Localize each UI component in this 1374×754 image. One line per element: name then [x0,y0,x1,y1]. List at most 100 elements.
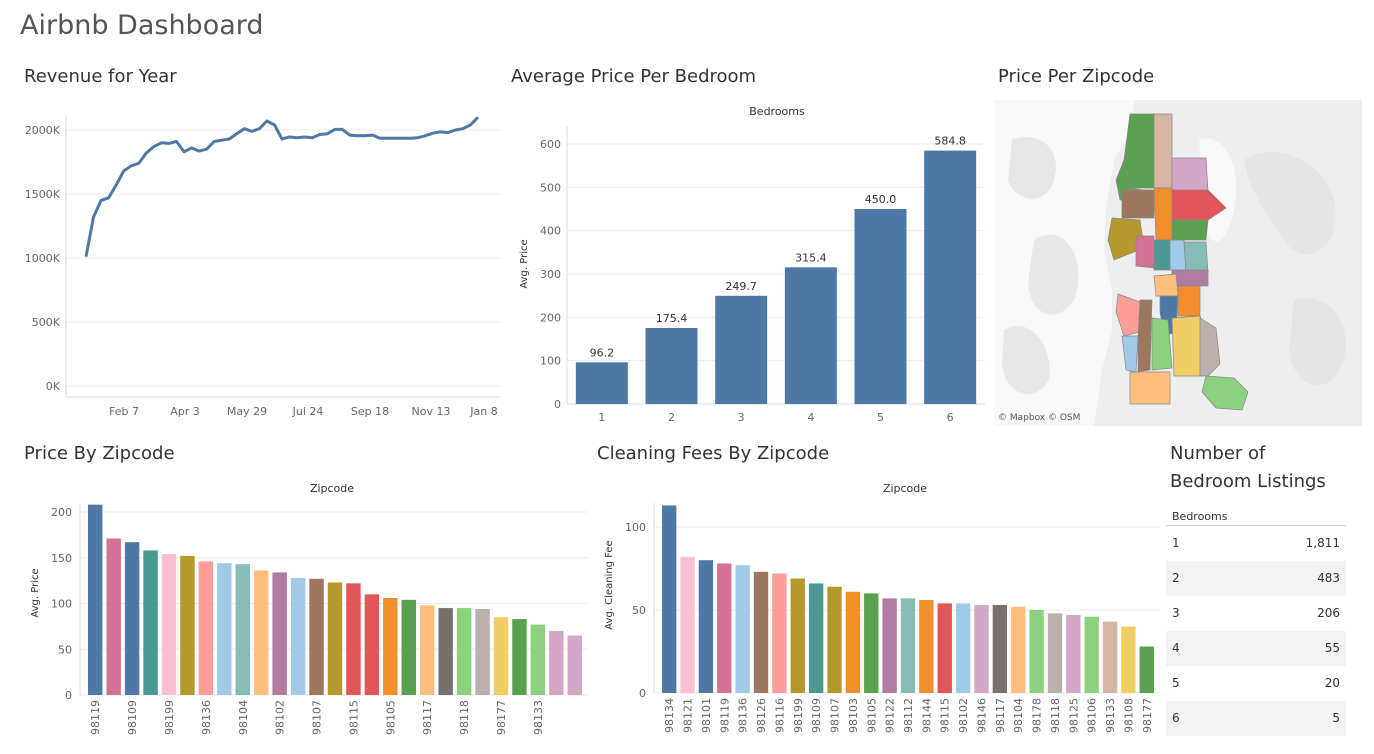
zipcode-bar [1139,646,1154,693]
y-tick-label: 200 [51,506,72,519]
zip-region-24 [1129,371,1171,405]
x-tick-label: 98126 [755,698,768,733]
x-tick-label: 98105 [384,700,397,735]
zipcode-bar [717,563,732,693]
row-value: 1,811 [1305,536,1340,550]
bar-bedroom-1 [575,362,628,404]
bar-data-label: 315.4 [795,251,827,264]
zipcode-bar [290,577,306,695]
x-tick-label: 98146 [975,698,988,733]
x-tick-label: 1 [598,411,605,424]
zipcode-bar [827,586,842,693]
row-key: 1 [1172,536,1180,550]
x-tick-label: 98102 [957,698,970,733]
row-key: 6 [1172,711,1180,725]
zipcode-bar [845,591,861,693]
zipcode-bar [1047,613,1063,693]
x-tick-label: 4 [807,411,814,424]
y-tick-label: 100 [51,598,72,611]
y-tick-label: 100 [625,521,646,534]
bar-data-label: 249.7 [725,280,757,293]
avg-price-bedroom-chart[interactable]: Bedrooms Avg. Price 0 100 200 300 400 500 600 96.… [505,96,990,431]
zipcode-bar [512,619,527,695]
zip-region-12 [1169,239,1187,271]
revenue-line-chart[interactable]: 0K 500K 1000K 1500K 2000K Feb 7 Apr 3 May 29 Jul… [0,100,505,430]
zipcode-bar [235,564,250,695]
zipcode-bar [1029,610,1044,693]
zipcode-bar [900,598,916,693]
zip-region-4 [1171,157,1209,191]
bar-bedroom-5 [854,209,907,404]
zip-region-14 [1171,269,1209,287]
price-by-zipcode-chart[interactable]: Zipcode Avg. Price 0 50 100 150 200 98119 98109 9… [0,475,590,754]
zipcode-bar [808,583,824,693]
zip-region-19 [1137,299,1153,373]
x-tick-label: 98136 [737,698,750,733]
y-tick-label: 0 [554,398,561,411]
y-tick-label: 500K [32,316,61,329]
zip-region-25 [1201,375,1249,411]
x-tick-label: 98133 [532,700,545,735]
y-tick-label: 300 [540,268,561,281]
cleaning-fees-title: Cleaning Fees By Zipcode [597,443,830,464]
zipcode-bar [864,593,879,693]
x-tick-label: 98118 [458,700,471,735]
price-per-zipcode-map[interactable]: © Mapbox © OSM [994,100,1362,426]
y-tick-label: 600 [540,138,561,151]
y-axis-title: Avg. Cleaning Fee [604,540,615,629]
bar-data-label: 96.2 [590,346,615,359]
table-row: 1 1,811 [1166,526,1346,561]
zipcode-bar [974,605,989,693]
dashboard-title: Airbnb Dashboard [20,10,264,41]
zipcode-bar [346,583,361,695]
row-key: 2 [1172,571,1180,585]
x-tick-label: 98199 [792,698,805,733]
x-tick-label: 98106 [1086,698,1099,733]
row-value: 483 [1317,571,1340,585]
row-value: 20 [1324,676,1340,690]
x-axis-header: Zipcode [310,482,354,495]
x-tick-label: 98102 [274,700,287,735]
y-tick-label: 0 [65,689,72,702]
zip-region-21 [1151,317,1173,371]
x-tick-label: 6 [947,411,954,424]
row-key: 4 [1172,641,1180,655]
price-by-zipcode-title: Price By Zipcode [24,443,175,464]
cleaning-fees-chart[interactable]: Zipcode Avg. Cleaning Fee 0 50 100 98134 98121… [598,475,1163,754]
row-key: 5 [1172,676,1180,690]
zipcode-bar [567,635,582,695]
zipcode-bar [1121,626,1136,693]
zipcode-bar [1066,614,1081,693]
zipcode-bar [106,538,121,695]
x-tick-label: 98119 [718,698,731,733]
x-tick-label: 98117 [994,698,1007,733]
zipcode-bar [790,578,805,693]
revenue-chart-title: Revenue for Year [24,66,177,87]
x-tick-label: 98104 [1012,698,1025,733]
y-tick-label: 50 [58,643,72,656]
x-tick-label: Nov 13 [412,405,451,418]
zipcode-bar [272,572,287,695]
zipcode-bar [456,608,472,695]
zip-region-6 [1153,187,1173,241]
zipcode-bar [698,560,714,693]
zipcode-bar [401,599,416,695]
x-tick-label: Jul 24 [292,405,324,418]
zip-region-11 [1153,239,1171,271]
zipcode-bar [309,578,324,695]
y-tick-label: 100 [540,355,561,368]
table-header-bedrooms: Bedrooms [1166,508,1346,526]
x-tick-label: 98121 [682,698,695,733]
zipcode-bar [937,603,952,693]
x-tick-label: Jan 8 [469,405,497,418]
x-tick-label: 98109 [126,700,139,735]
zipcode-bar [143,550,158,695]
x-tick-label: 98118 [1049,698,1062,733]
x-tick-label: 98107 [311,700,324,735]
revenue-series-line [84,116,480,257]
zip-region-2 [1153,113,1173,189]
zipcode-bar [992,605,1008,693]
x-tick-label: Apr 3 [170,405,200,418]
x-tick-label: 98104 [237,700,250,735]
zipcode-bar [254,570,269,695]
